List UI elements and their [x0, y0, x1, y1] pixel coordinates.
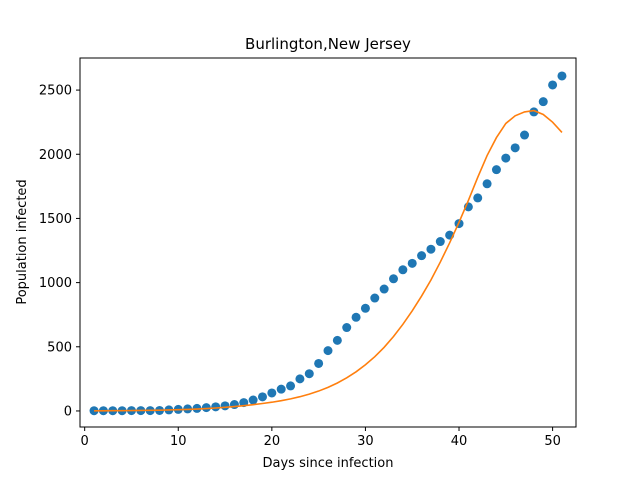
data-point [267, 388, 277, 398]
data-point [323, 346, 333, 356]
y-tick-label: 1500 [39, 212, 72, 227]
x-tick-label: 50 [544, 434, 561, 449]
y-tick-label: 2500 [39, 84, 72, 99]
y-axis-label: Population infected [15, 179, 30, 304]
chart-title: Burlington,New Jersey [245, 35, 411, 53]
data-point [538, 97, 548, 107]
data-point [332, 335, 342, 345]
x-axis-label: Days since infection [263, 456, 394, 471]
y-tick-label: 1000 [39, 276, 72, 291]
data-point [257, 392, 267, 402]
data-point [201, 403, 211, 413]
y-tick-label: 2000 [39, 148, 72, 163]
data-point [286, 381, 296, 391]
axes-frame [79, 57, 577, 428]
data-point [295, 374, 305, 384]
data-point [398, 265, 408, 275]
data-point [482, 179, 492, 189]
y-axis: 0 500 1000 1500 2000 2500 [39, 84, 80, 419]
data-point [229, 400, 239, 410]
data-point [370, 293, 380, 303]
data-point [548, 80, 558, 90]
x-tick-label: 30 [357, 434, 374, 449]
x-tick-label: 10 [170, 434, 187, 449]
data-point [510, 143, 520, 153]
data-point [529, 107, 539, 117]
data-point [520, 130, 530, 140]
data-point [304, 369, 314, 379]
data-point [426, 244, 436, 254]
data-point [417, 251, 427, 261]
data-point [501, 153, 511, 163]
data-point [407, 258, 417, 268]
data-point [389, 274, 399, 284]
data-point [342, 323, 352, 333]
y-tick-label: 500 [47, 340, 72, 355]
data-point [557, 71, 567, 81]
data-point [211, 402, 221, 412]
x-axis: 0 10 20 30 40 50 [81, 427, 561, 449]
x-tick-label: 0 [81, 434, 89, 449]
x-tick-label: 20 [264, 434, 281, 449]
data-point [360, 303, 370, 313]
data-point [435, 237, 445, 247]
data-point [491, 165, 501, 175]
data-point [248, 395, 258, 405]
data-point [220, 401, 230, 411]
fit-line [94, 109, 563, 412]
x-tick-label: 40 [451, 434, 468, 449]
plot-area [89, 71, 567, 416]
data-point [276, 384, 286, 394]
data-point [351, 312, 361, 322]
data-point [379, 284, 389, 294]
y-tick-label: 0 [64, 404, 72, 419]
data-point [314, 358, 324, 368]
data-point [473, 193, 483, 203]
